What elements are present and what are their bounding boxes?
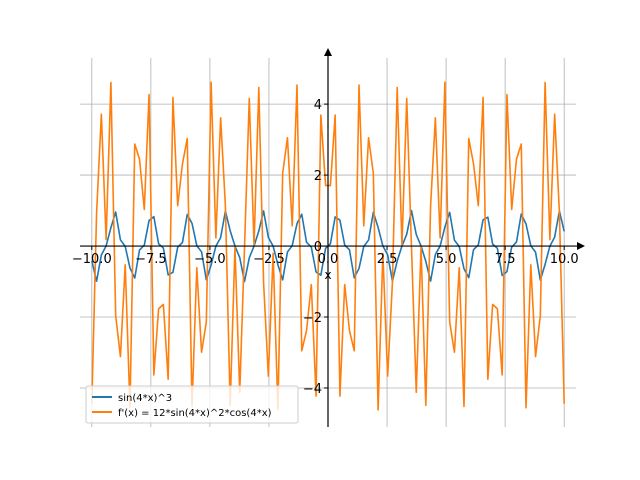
x-tick-label: 0.0 — [318, 252, 339, 267]
x-axis-arrow — [577, 242, 585, 251]
y-axis-arrow — [324, 48, 332, 56]
y-tick-label: 0 — [314, 240, 322, 255]
y-tick-label: 4 — [314, 98, 322, 113]
x-tick-label: 10.0 — [550, 252, 579, 267]
y-tick-label: −4 — [303, 382, 322, 397]
x-tick-label: −5.0 — [194, 252, 226, 267]
x-tick-label: −7.5 — [135, 252, 167, 267]
x-axis-label: x — [324, 268, 331, 282]
axes — [80, 48, 585, 427]
y-ticks: −4 −2 0 2 4 — [303, 98, 328, 397]
legend-entries: sin(4*x)^3 f'(x) = 12*sin(4*x)^2*cos(4*x) — [92, 393, 272, 419]
x-tick-label: 5.0 — [436, 252, 457, 267]
legend-box — [85, 385, 299, 424]
x-tick-label: −2.5 — [253, 252, 285, 267]
x-tick-label: 7.5 — [495, 252, 516, 267]
x-ticks: −10.0 −7.5 −5.0 −2.5 0.0 2.5 5.0 7.5 10.0 — [72, 246, 579, 267]
legend-label-1: sin(4*x)^3 — [118, 393, 172, 404]
y-tick-label: 2 — [314, 169, 322, 184]
x-tick-label: −10.0 — [72, 252, 112, 267]
legend-label-2: f'(x) = 12*sin(4*x)^2*cos(4*x) — [118, 408, 272, 419]
legend: sin(4*x)^3 f'(x) = 12*sin(4*x)^2*cos(4*x) — [85, 385, 299, 424]
x-tick-label: 2.5 — [377, 252, 398, 267]
y-tick-label: −2 — [303, 311, 322, 326]
